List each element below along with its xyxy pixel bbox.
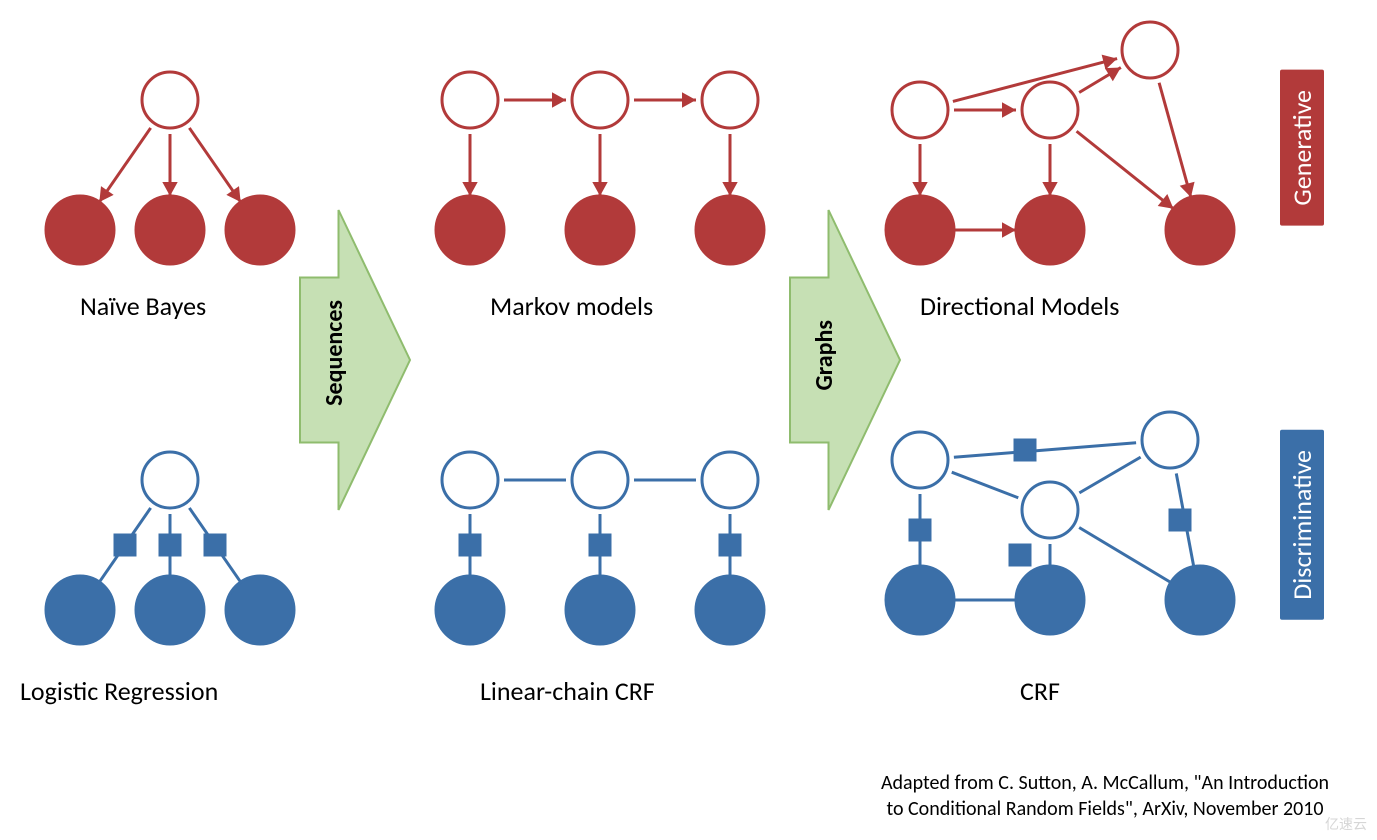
label-naive-bayes: Naïve Bayes — [80, 290, 206, 322]
badge-discriminative: Discriminative — [1280, 430, 1324, 620]
watermark-text: 亿速云 — [1325, 814, 1367, 834]
label-markov: Markov models — [490, 290, 653, 322]
citation-text: Adapted from C. Sutton, A. McCallum, "An… — [840, 770, 1370, 822]
label-lcrf: Linear-chain CRF — [480, 675, 655, 707]
citation-line1: Adapted from C. Sutton, A. McCallum, "An… — [881, 771, 1329, 795]
label-logreg: Logistic Regression — [20, 675, 218, 707]
label-crf: CRF — [1020, 675, 1060, 707]
citation-line2: to Conditional Random Fields", ArXiv, No… — [886, 797, 1323, 821]
arrow-label-sequences: Sequences — [320, 300, 349, 406]
label-directional: Directional Models — [920, 290, 1119, 322]
arrow-label-graphs: Graphs — [810, 320, 839, 390]
diagram-canvas — [0, 0, 1377, 840]
badge-generative: Generative — [1280, 70, 1324, 226]
